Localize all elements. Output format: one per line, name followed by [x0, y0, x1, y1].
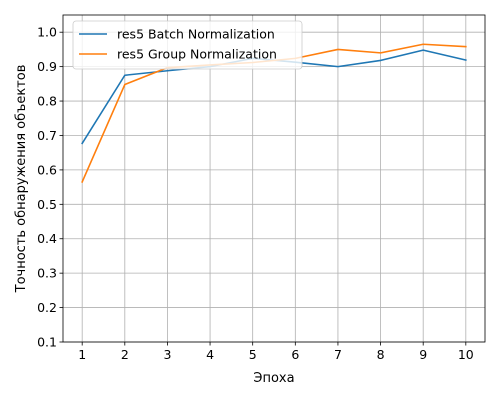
legend-label-2: res5 Group Normalization [117, 47, 277, 62]
x-tick-label: 1 [78, 347, 86, 362]
plot-frame [62, 14, 486, 343]
x-axis-label: Эпоха [253, 371, 294, 386]
y-tick-label: 1.0 [37, 25, 57, 40]
x-tick-label: 3 [163, 347, 171, 362]
y-axis-label: Точность обнаружения объектов [14, 65, 29, 294]
x-tick-label: 4 [206, 347, 214, 362]
y-tick-label: 0.5 [37, 197, 57, 212]
x-tick-label: 9 [419, 347, 427, 362]
legend-box [72, 20, 303, 70]
x-tick-label: 8 [377, 347, 385, 362]
x-tick-label: 7 [334, 347, 342, 362]
legend: res5 Batch Normalization res5 Group Norma… [72, 20, 303, 70]
x-tick-label: 5 [249, 347, 257, 362]
x-axis-ticks: 1 2 3 4 5 6 7 8 9 10 [78, 342, 474, 362]
y-tick-label: 0.6 [37, 162, 57, 177]
y-tick-label: 0.3 [37, 266, 57, 281]
y-tick-label: 0.8 [37, 94, 57, 109]
y-axis-ticks: 0.1 0.2 0.3 0.4 0.5 0.6 0.7 0.8 0.9 1.0 [37, 25, 63, 350]
x-tick-label: 2 [121, 347, 129, 362]
y-tick-label: 0.9 [37, 59, 57, 74]
y-tick-label: 0.7 [37, 128, 57, 143]
legend-label-1: res5 Batch Normalization [117, 27, 275, 42]
x-tick-label: 10 [458, 347, 474, 362]
y-tick-label: 0.4 [37, 231, 57, 246]
y-tick-label: 0.1 [37, 335, 57, 350]
x-tick-label: 6 [291, 347, 299, 362]
y-tick-label: 0.2 [37, 300, 57, 315]
